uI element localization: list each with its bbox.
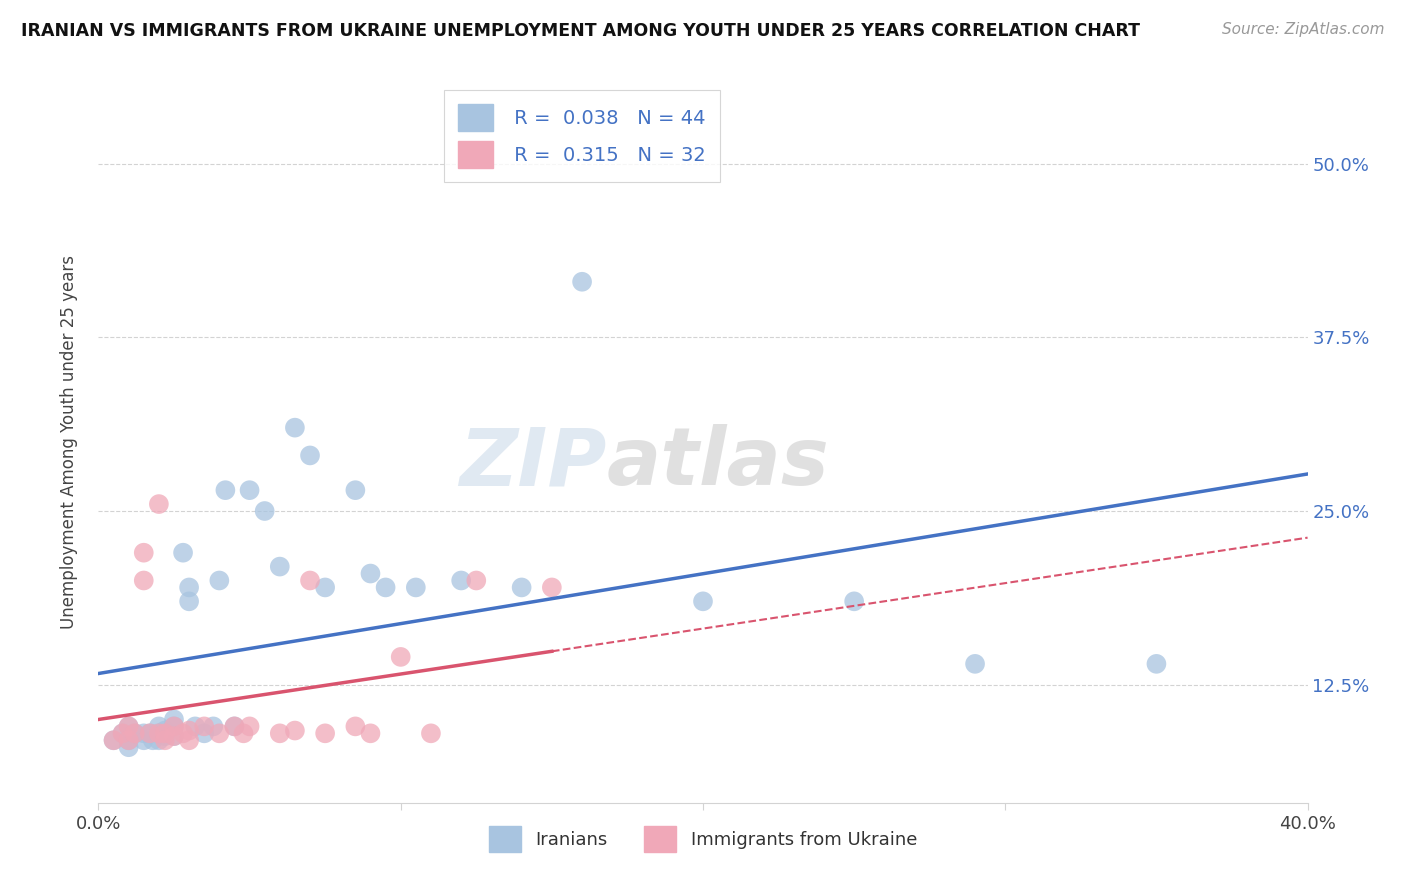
Point	[193, 719, 215, 733]
Point	[163, 719, 186, 733]
Point	[139, 726, 162, 740]
Point	[314, 581, 336, 595]
Point	[344, 719, 367, 733]
Point	[163, 713, 186, 727]
Point	[153, 723, 176, 738]
Point	[111, 726, 134, 740]
Point	[208, 726, 231, 740]
Point	[239, 483, 262, 498]
Point	[344, 483, 367, 498]
Point	[202, 719, 225, 733]
Point	[374, 581, 396, 595]
Point	[224, 719, 246, 733]
Point	[118, 733, 141, 747]
Point	[148, 726, 170, 740]
Point	[148, 719, 170, 733]
Point	[420, 726, 443, 740]
Point	[142, 733, 165, 747]
Point	[118, 740, 141, 755]
Point	[132, 546, 155, 560]
Point	[163, 719, 186, 733]
Point	[405, 581, 427, 595]
Point	[193, 726, 215, 740]
Point	[153, 729, 176, 743]
Point	[314, 726, 336, 740]
Point	[163, 729, 186, 743]
Point	[118, 719, 141, 733]
Point	[103, 733, 125, 747]
Point	[208, 574, 231, 588]
Point	[179, 733, 201, 747]
Point	[153, 726, 176, 740]
Point	[389, 649, 412, 664]
Text: Source: ZipAtlas.com: Source: ZipAtlas.com	[1222, 22, 1385, 37]
Point	[1144, 657, 1167, 671]
Point	[179, 723, 201, 738]
Point	[360, 726, 382, 740]
Point	[139, 726, 162, 740]
Point	[132, 733, 155, 747]
Point	[692, 594, 714, 608]
Point	[111, 726, 134, 740]
Point	[179, 581, 201, 595]
Point	[184, 719, 207, 733]
Point	[124, 726, 146, 740]
Point	[132, 726, 155, 740]
Point	[510, 581, 533, 595]
Point	[118, 719, 141, 733]
Point	[172, 546, 194, 560]
Point	[299, 449, 322, 463]
Text: ZIP: ZIP	[458, 425, 606, 502]
Point	[844, 594, 866, 608]
Point	[132, 574, 155, 588]
Point	[103, 733, 125, 747]
Point	[360, 566, 382, 581]
Point	[965, 657, 987, 671]
Point	[269, 559, 291, 574]
Point	[153, 733, 176, 747]
Point	[179, 594, 201, 608]
Point	[232, 726, 254, 740]
Point	[239, 719, 262, 733]
Point	[172, 726, 194, 740]
Point	[124, 726, 146, 740]
Text: atlas: atlas	[606, 425, 830, 502]
Point	[148, 497, 170, 511]
Point	[253, 504, 276, 518]
Point	[450, 574, 472, 588]
Point	[269, 726, 291, 740]
Point	[118, 733, 141, 747]
Point	[284, 723, 307, 738]
Point	[148, 733, 170, 747]
Point	[540, 581, 562, 595]
Point	[465, 574, 488, 588]
Legend: Iranians, Immigrants from Ukraine: Iranians, Immigrants from Ukraine	[481, 819, 925, 859]
Y-axis label: Unemployment Among Youth under 25 years: Unemployment Among Youth under 25 years	[59, 254, 77, 629]
Point	[284, 420, 307, 434]
Point	[148, 726, 170, 740]
Point	[163, 729, 186, 743]
Point	[571, 275, 593, 289]
Point	[214, 483, 236, 498]
Text: IRANIAN VS IMMIGRANTS FROM UKRAINE UNEMPLOYMENT AMONG YOUTH UNDER 25 YEARS CORRE: IRANIAN VS IMMIGRANTS FROM UKRAINE UNEMP…	[21, 22, 1140, 40]
Point	[224, 719, 246, 733]
Point	[299, 574, 322, 588]
